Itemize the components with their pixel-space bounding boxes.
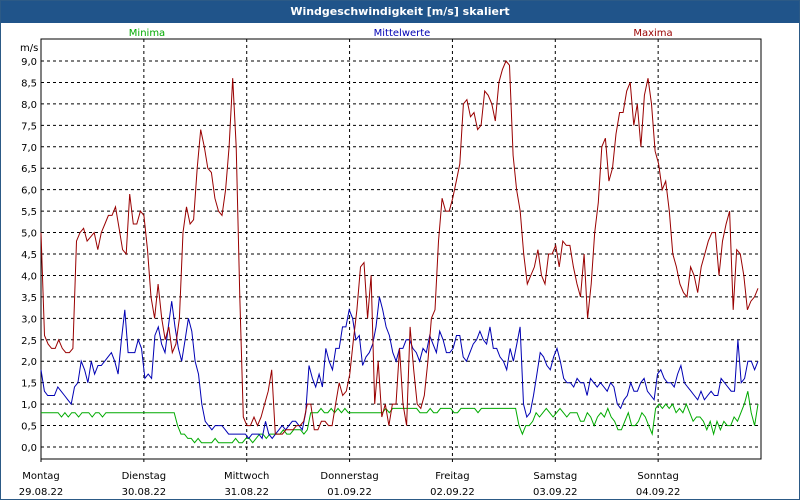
y-tick-label: 7,5 <box>21 121 37 132</box>
y-tick-label: 3,5 <box>21 293 37 304</box>
y-tick-label: 4,0 <box>21 271 37 282</box>
y-tick-label: 1,5 <box>21 379 37 390</box>
y-tick-label: 0,0 <box>21 443 37 454</box>
x-tick-label-day: Montag <box>22 471 59 482</box>
y-tick-label: 2,5 <box>21 336 37 347</box>
x-tick-label-date: 02.09.22 <box>430 487 475 498</box>
y-tick-label: 5,0 <box>21 229 37 240</box>
y-axis-label: m/s <box>20 43 38 54</box>
legend-entry: Maxima <box>633 28 672 39</box>
x-tick-label-day: Donnerstag <box>320 471 378 482</box>
y-tick-label: 5,5 <box>21 207 37 218</box>
y-tick-label: 7,0 <box>21 143 37 154</box>
x-tick-label-day: Dienstag <box>122 471 167 482</box>
y-tick-label: 9,0 <box>21 57 37 68</box>
series-line-minima <box>41 391 759 444</box>
legend-entry: Mittelwerte <box>374 28 431 39</box>
y-tick-label: 0,5 <box>21 422 37 433</box>
x-tick-label-day: Sonntag <box>637 471 679 482</box>
y-tick-label: 3,0 <box>21 314 37 325</box>
y-tick-label: 2,0 <box>21 357 37 368</box>
x-tick-label-date: 29.08.22 <box>19 487 64 498</box>
series-line-maxima <box>40 60 759 435</box>
legend-entry: Minima <box>129 28 165 39</box>
x-tick-label-day: Mittwoch <box>224 471 269 482</box>
x-tick-label-day: Freitag <box>435 471 469 482</box>
x-tick-label-date: 04.09.22 <box>636 487 681 498</box>
x-tick-label-date: 01.09.22 <box>327 487 372 498</box>
chart-title: Windgeschwindigkeit [m/s] skaliert <box>1 1 799 23</box>
x-tick-label-date: 03.09.22 <box>533 487 578 498</box>
x-tick-label-date: 31.08.22 <box>224 487 269 498</box>
y-tick-label: 6,5 <box>21 164 37 175</box>
y-tick-label: 8,0 <box>21 100 37 111</box>
x-tick-label-day: Samstag <box>533 471 577 482</box>
y-tick-label: 8,5 <box>21 78 37 89</box>
x-tick-label-date: 30.08.22 <box>122 487 167 498</box>
y-tick-label: 4,5 <box>21 250 37 261</box>
plot-area <box>40 38 762 460</box>
y-tick-label: 6,0 <box>21 186 37 197</box>
y-tick-label: 1,0 <box>21 400 37 411</box>
